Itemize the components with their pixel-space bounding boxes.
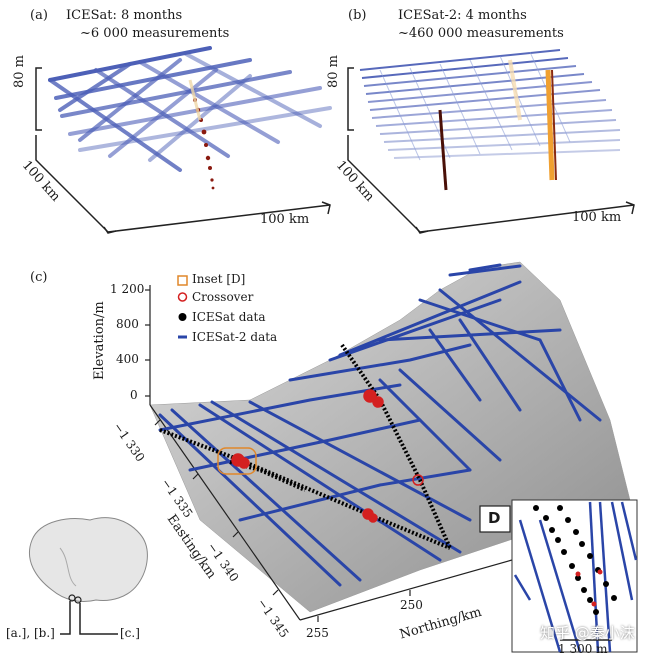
panel-b-vertical-scale-bar <box>347 67 354 131</box>
panel-b-cross-tracks <box>379 51 571 161</box>
panel-a-vertical-scale-bar <box>35 67 42 131</box>
panel-b-flow-feature-left <box>438 109 448 191</box>
elevation-tick: 400 <box>116 352 139 366</box>
panel-a-title: ICESat: 8 months <box>66 8 183 23</box>
elevation-tick: 800 <box>116 317 139 331</box>
inset-d-crossovers <box>575 569 603 607</box>
inset-d-marker <box>217 447 257 475</box>
legend-inset-d: Inset [D] <box>192 272 246 286</box>
panel-b-label: (b) <box>348 8 367 23</box>
panel-c-icesat-tracks <box>159 343 452 550</box>
panel-a-width-scale: 100 km <box>260 212 310 227</box>
panel-b-flow-feature-right <box>508 59 557 181</box>
panel-a-icesat-tracks <box>48 46 332 172</box>
antarctica-locator-map <box>29 517 148 635</box>
panel-c-label: (c) <box>30 270 48 285</box>
legend-crossover: Crossover <box>192 290 254 304</box>
panel-c-crossovers <box>231 389 424 523</box>
legend-markers <box>177 275 188 339</box>
panel-c-easting-axis <box>149 404 301 621</box>
panel-c-elevation-axis <box>145 285 151 405</box>
panel-b-title: ICESat-2: 4 months <box>398 8 527 23</box>
panel-c-icesat2-tracks <box>158 263 602 587</box>
legend-icesat2-data: ICESat-2 data <box>192 330 278 344</box>
panel-b-frame <box>347 135 635 234</box>
panel-a-label: (a) <box>30 8 48 23</box>
locator-label-c: [c.] <box>120 626 140 640</box>
panel-b-width-scale: 100 km <box>572 210 622 225</box>
northing-tick: 255 <box>306 626 329 640</box>
legend-icesat-data: ICESat data <box>192 310 266 324</box>
inset-d-scale: 1 300 m <box>558 642 608 656</box>
elevation-axis-label: Elevation/m <box>92 301 107 380</box>
panel-a-subtitle: ~6 000 measurements <box>80 26 230 41</box>
elevation-tick: 0 <box>130 388 138 402</box>
panel-a-bright-feature <box>188 79 202 121</box>
panel-c-northing-axis <box>299 559 513 622</box>
northing-tick: 250 <box>400 598 423 612</box>
panel-a-frame <box>35 135 331 234</box>
inset-d-label-box <box>479 505 511 533</box>
inset-d-icesat-points <box>533 505 617 615</box>
watermark: 知乎 @秦小沫 <box>540 624 635 642</box>
panel-b-subtitle: ~460 000 measurements <box>398 26 564 41</box>
inset-d-label: D <box>488 509 501 527</box>
locator-label-ab: [a.], [b.] <box>6 626 55 640</box>
inset-d-tracks <box>513 501 638 653</box>
elevation-tick: 1 200 <box>110 282 145 296</box>
